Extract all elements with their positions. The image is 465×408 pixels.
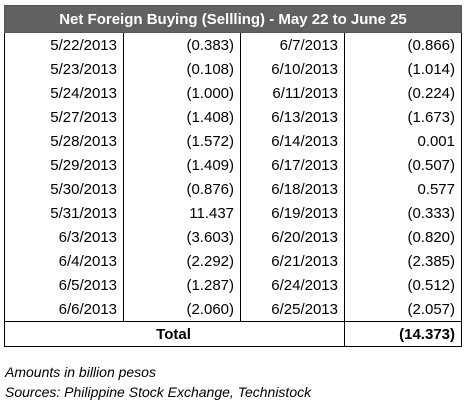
table-row: 5/24/2013 (1.000) 6/11/2013 (0.224) [4, 81, 462, 105]
value-cell: (1.409) [123, 153, 241, 177]
date-cell: 6/11/2013 [240, 81, 345, 105]
date-cell: 6/6/2013 [4, 297, 124, 322]
date-cell: 5/29/2013 [4, 153, 124, 177]
date-cell: 6/14/2013 [240, 129, 345, 153]
foreign-buying-table: Net Foreign Buying (Sellling) - May 22 t… [4, 5, 462, 347]
value-cell: (0.820) [344, 225, 462, 249]
value-cell: 0.577 [344, 177, 462, 201]
table-row: 6/6/2013 (2.060) 6/25/2013 (2.057) [4, 297, 462, 322]
value-cell: (1.408) [123, 105, 241, 129]
date-cell: 5/28/2013 [4, 129, 124, 153]
table-title: Net Foreign Buying (Sellling) - May 22 t… [4, 5, 462, 33]
value-cell: (1.000) [123, 81, 241, 105]
date-cell: 5/24/2013 [4, 81, 124, 105]
date-cell: 6/18/2013 [240, 177, 345, 201]
date-cell: 6/24/2013 [240, 273, 345, 297]
date-cell: 6/17/2013 [240, 153, 345, 177]
date-cell: 6/19/2013 [240, 201, 345, 225]
value-cell: (0.224) [344, 81, 462, 105]
value-cell: (2.385) [344, 249, 462, 273]
table-row: 5/28/2013 (1.572) 6/14/2013 0.001 [4, 129, 462, 153]
sources-note: Sources: Philippine Stock Exchange, Tech… [5, 384, 312, 400]
date-cell: 5/30/2013 [4, 177, 124, 201]
value-cell: (1.673) [344, 105, 462, 129]
foreign-buying-table-container: Net Foreign Buying (Sellling) - May 22 t… [4, 5, 462, 347]
value-cell: (0.512) [344, 273, 462, 297]
table-row: 6/3/2013 (3.603) 6/20/2013 (0.820) [4, 225, 462, 249]
table-row: 5/23/2013 (0.108) 6/10/2013 (1.014) [4, 57, 462, 81]
date-cell: 6/13/2013 [240, 105, 345, 129]
value-cell: (1.572) [123, 129, 241, 153]
table-row: 5/29/2013 (1.409) 6/17/2013 (0.507) [4, 153, 462, 177]
date-cell: 6/3/2013 [4, 225, 124, 249]
value-cell: (1.287) [123, 273, 241, 297]
value-cell: 0.001 [344, 129, 462, 153]
date-cell: 6/21/2013 [240, 249, 345, 273]
date-cell: 5/27/2013 [4, 105, 124, 129]
date-cell: 5/22/2013 [4, 32, 124, 57]
value-cell: (3.603) [123, 225, 241, 249]
value-cell: (0.383) [123, 32, 241, 57]
date-cell: 5/23/2013 [4, 57, 124, 81]
value-cell: (0.333) [344, 201, 462, 225]
units-note: Amounts in billion pesos [5, 364, 156, 380]
date-cell: 5/31/2013 [4, 201, 124, 225]
table-body: 5/22/2013 (0.383) 6/7/2013 (0.866) 5/23/2013… [4, 32, 462, 322]
value-cell: (0.507) [344, 153, 462, 177]
value-cell: (2.057) [344, 297, 462, 322]
value-cell: (2.292) [123, 249, 241, 273]
footnotes: Amounts in billion pesos Sources: Philip… [5, 362, 311, 402]
table-row: 5/31/2013 11.437 6/19/2013 (0.333) [4, 201, 462, 225]
date-cell: 6/10/2013 [240, 57, 345, 81]
value-cell: (0.108) [123, 57, 241, 81]
total-label: Total [4, 321, 345, 347]
value-cell: (2.060) [123, 297, 241, 322]
date-cell: 6/20/2013 [240, 225, 345, 249]
total-value: (14.373) [344, 321, 462, 347]
value-cell: (0.876) [123, 177, 241, 201]
table-row: 5/30/2013 (0.876) 6/18/2013 0.577 [4, 177, 462, 201]
date-cell: 6/4/2013 [4, 249, 124, 273]
value-cell: (1.014) [344, 57, 462, 81]
total-row: Total (14.373) [4, 321, 462, 347]
table-row: 6/5/2013 (1.287) 6/24/2013 (0.512) [4, 273, 462, 297]
date-cell: 6/7/2013 [240, 32, 345, 57]
date-cell: 6/25/2013 [240, 297, 345, 322]
date-cell: 6/5/2013 [4, 273, 124, 297]
value-cell: 11.437 [123, 201, 241, 225]
value-cell: (0.866) [344, 32, 462, 57]
table-row: 6/4/2013 (2.292) 6/21/2013 (2.385) [4, 249, 462, 273]
table-row: 5/22/2013 (0.383) 6/7/2013 (0.866) [4, 32, 462, 57]
table-row: 5/27/2013 (1.408) 6/13/2013 (1.673) [4, 105, 462, 129]
